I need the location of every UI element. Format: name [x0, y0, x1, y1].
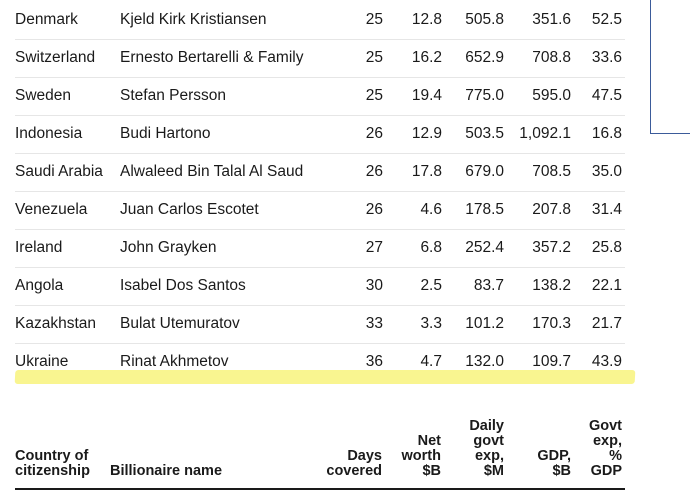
cell-country: Switzerland: [15, 49, 96, 66]
cell-net-worth: 17.8: [411, 163, 442, 180]
cell-daily-exp: 505.8: [465, 11, 504, 28]
cell-gdp: 708.5: [532, 163, 571, 180]
cell-name: Ernesto Bertarelli & Family: [120, 49, 304, 66]
header-daily-govt-exp: Daily govt exp, $M: [469, 418, 504, 479]
header-country: Country of citizenship: [15, 448, 90, 479]
cell-days: 25: [365, 11, 383, 28]
cell-name: Stefan Persson: [120, 87, 226, 104]
cell-exp-pct-gdp: 33.6: [591, 49, 622, 66]
cell-days: 25: [365, 87, 383, 104]
cell-name: Kjeld Kirk Kristiansen: [120, 11, 267, 28]
cell-net-worth: 6.8: [420, 239, 442, 256]
cell-name: Bulat Utemuratov: [120, 315, 240, 332]
table-row: Ireland John Grayken 27 6.8 252.4 357.2 …: [15, 229, 625, 268]
cell-country: Kazakhstan: [15, 315, 96, 332]
cell-net-worth: 12.8: [411, 11, 442, 28]
cell-name: Isabel Dos Santos: [120, 277, 246, 294]
cell-gdp: 207.8: [532, 201, 571, 218]
table-row: Angola Isabel Dos Santos 30 2.5 83.7 138…: [15, 267, 625, 306]
table-row: Denmark Kjeld Kirk Kristiansen 25 12.8 5…: [15, 1, 625, 40]
cell-net-worth: 3.3: [420, 315, 442, 332]
cell-gdp: 708.8: [532, 49, 571, 66]
cell-exp-pct-gdp: 22.1: [591, 277, 622, 294]
cell-days: 33: [365, 315, 383, 332]
cell-daily-exp: 83.7: [473, 277, 504, 294]
cell-exp-pct-gdp: 16.8: [591, 125, 622, 142]
cell-country: Ireland: [15, 239, 63, 256]
cell-days: 26: [365, 125, 383, 142]
cell-days: 25: [365, 49, 383, 66]
table-row: Saudi Arabia Alwaleed Bin Talal Al Saud …: [15, 153, 625, 192]
cell-daily-exp: 132.0: [465, 353, 504, 370]
cell-daily-exp: 178.5: [465, 201, 504, 218]
cell-exp-pct-gdp: 35.0: [591, 163, 622, 180]
callout-box-edge: [650, 0, 690, 134]
cell-name: Budi Hartono: [120, 125, 211, 142]
cell-country: Saudi Arabia: [15, 163, 103, 180]
table-row: Sweden Stefan Persson 25 19.4 775.0 595.…: [15, 77, 625, 116]
cell-exp-pct-gdp: 31.4: [591, 201, 622, 218]
header-govt-exp-pct-gdp: Govt exp, % GDP: [588, 418, 622, 479]
cell-name: John Grayken: [120, 239, 217, 256]
cell-gdp: 351.6: [532, 11, 571, 28]
cell-days: 30: [365, 277, 383, 294]
cell-country: Angola: [15, 277, 64, 294]
header-billionaire-name: Billionaire name: [110, 463, 223, 479]
cell-daily-exp: 679.0: [465, 163, 504, 180]
cell-country: Indonesia: [15, 125, 83, 142]
cell-days: 26: [365, 201, 383, 218]
cell-exp-pct-gdp: 43.9: [591, 353, 622, 370]
table-row: Indonesia Budi Hartono 26 12.9 503.5 1,0…: [15, 115, 625, 154]
cell-exp-pct-gdp: 52.5: [591, 11, 622, 28]
cell-daily-exp: 252.4: [465, 239, 504, 256]
cell-net-worth: 12.9: [411, 125, 442, 142]
cell-country: Venezuela: [15, 201, 88, 218]
cell-country: Ukraine: [15, 353, 69, 370]
cell-gdp: 357.2: [532, 239, 571, 256]
cell-exp-pct-gdp: 25.8: [591, 239, 622, 256]
table-row: Kazakhstan Bulat Utemuratov 33 3.3 101.2…: [15, 305, 625, 344]
cell-country: Sweden: [15, 87, 72, 104]
cell-country: Denmark: [15, 11, 78, 28]
cell-daily-exp: 101.2: [465, 315, 504, 332]
cell-days: 26: [365, 163, 383, 180]
table-row: Venezuela Juan Carlos Escotet 26 4.6 178…: [15, 191, 625, 230]
cell-gdp: 109.7: [532, 353, 571, 370]
cell-gdp: 1,092.1: [519, 125, 571, 142]
cell-gdp: 595.0: [532, 87, 571, 104]
cell-daily-exp: 503.5: [465, 125, 504, 142]
header-gdp: GDP, $B: [537, 448, 571, 479]
table-row-highlighted: Ukraine Rinat Akhmetov 36 4.7 132.0 109.…: [15, 343, 625, 381]
cell-net-worth: 19.4: [411, 87, 442, 104]
cell-exp-pct-gdp: 47.5: [591, 87, 622, 104]
cell-net-worth: 4.7: [420, 353, 442, 370]
cell-net-worth: 2.5: [420, 277, 442, 294]
cell-gdp: 170.3: [532, 315, 571, 332]
cell-daily-exp: 775.0: [465, 87, 504, 104]
cell-days: 27: [365, 239, 383, 256]
cell-net-worth: 16.2: [411, 49, 442, 66]
cell-gdp: 138.2: [532, 277, 571, 294]
cell-name: Alwaleed Bin Talal Al Saud: [120, 163, 304, 180]
cell-net-worth: 4.6: [420, 201, 442, 218]
cell-days: 36: [365, 353, 383, 370]
header-net-worth: Net worth $B: [401, 433, 441, 479]
cell-exp-pct-gdp: 21.7: [591, 315, 622, 332]
cell-name: Rinat Akhmetov: [120, 353, 229, 370]
table-header: Country of citizenship Billionaire name …: [15, 412, 625, 490]
cell-daily-exp: 652.9: [465, 49, 504, 66]
header-days-covered: Days covered: [326, 448, 382, 479]
table-row: Switzerland Ernesto Bertarelli & Family …: [15, 39, 625, 78]
cell-name: Juan Carlos Escotet: [120, 201, 259, 218]
highlighter-mark: [14, 370, 636, 384]
